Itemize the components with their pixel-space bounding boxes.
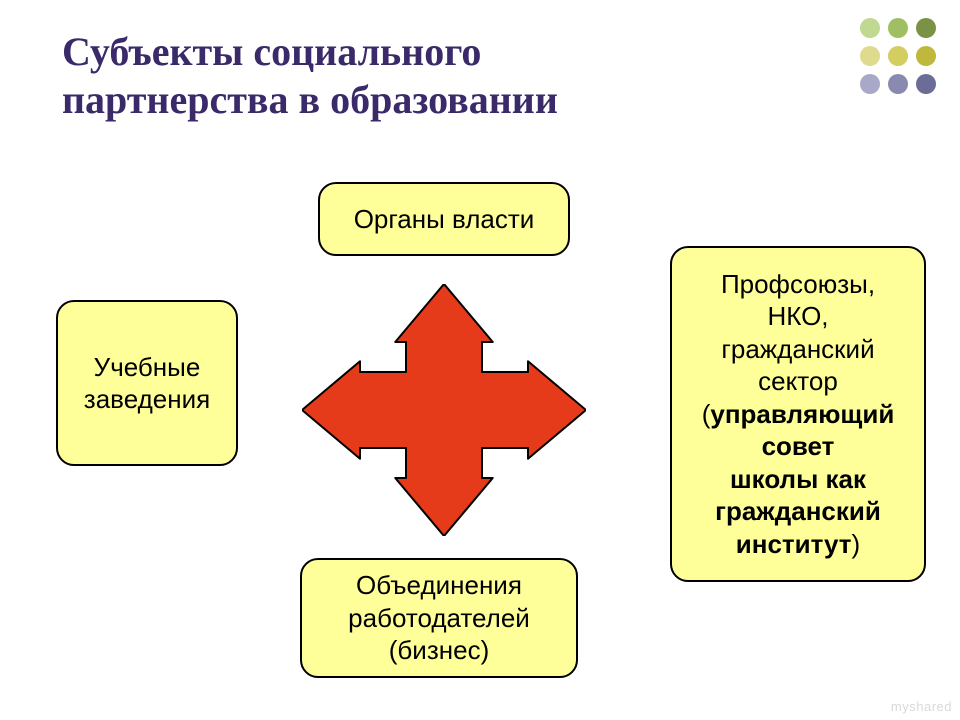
box-left-schools: Учебныезаведения: [56, 300, 238, 466]
title-line2: партнерства в образовании: [62, 77, 558, 122]
box-top-authorities: Органы власти: [318, 182, 570, 256]
box-bottom-employers: Объединенияработодателей(бизнес): [300, 558, 578, 678]
box-right-unions: Профсоюзы,НКО,гражданскийсектор(управляю…: [670, 246, 926, 582]
cross-arrow-icon: [302, 284, 586, 536]
dot-grid-decoration: [840, 10, 950, 105]
title-line1: Субъекты социального: [62, 29, 481, 74]
box-top-text: Органы власти: [354, 203, 535, 236]
watermark: myshared: [891, 699, 952, 714]
box-left-text: Учебныезаведения: [84, 351, 210, 416]
box-bottom-text: Объединенияработодателей(бизнес): [348, 569, 530, 667]
box-right-text: Профсоюзы,НКО,гражданскийсектор(управляю…: [702, 268, 895, 561]
slide-title: Субъекты социального партнерства в образ…: [62, 28, 558, 124]
